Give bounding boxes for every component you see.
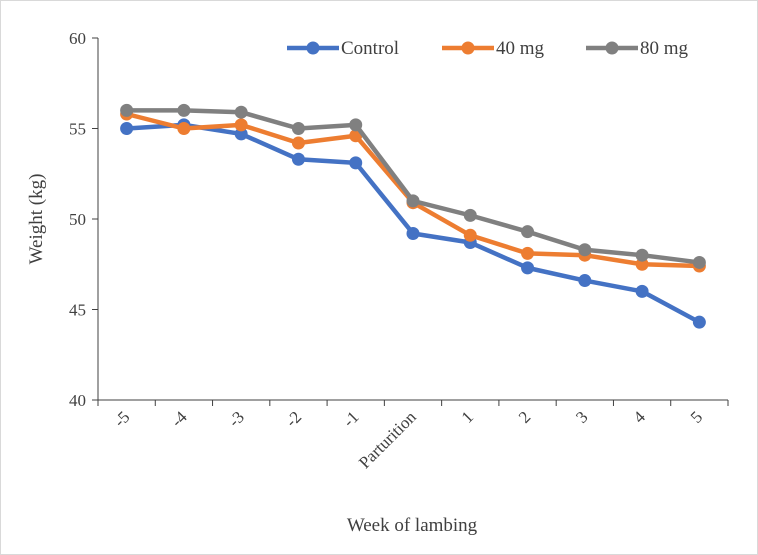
data-point	[521, 225, 535, 239]
data-point	[291, 136, 305, 150]
data-point	[120, 103, 134, 117]
series-80-mg	[120, 103, 706, 269]
data-point	[406, 194, 420, 208]
y-tick-label: 40	[69, 391, 86, 410]
series-layer	[120, 103, 706, 329]
data-point	[234, 118, 248, 132]
data-point	[578, 274, 592, 288]
legend-item: Control	[287, 38, 399, 59]
legend-item: 80 mg	[586, 38, 689, 59]
legend-item: 40 mg	[442, 38, 545, 59]
data-point	[234, 105, 248, 119]
data-point	[635, 284, 649, 298]
y-tick-label: 60	[69, 29, 86, 48]
data-point	[177, 122, 191, 135]
data-point	[406, 226, 420, 240]
data-point	[578, 243, 592, 257]
data-point	[635, 248, 649, 262]
data-point	[463, 228, 477, 242]
legend: Control 40 mg 80 mg	[287, 38, 689, 59]
x-axis-title: Week of lambing	[347, 515, 478, 536]
data-point	[291, 152, 305, 166]
y-tick-label: 55	[69, 120, 86, 139]
y-axis-title: Weight (kg)	[26, 174, 47, 265]
legend-swatch-marker	[605, 41, 619, 55]
legend-label: 40 mg	[496, 38, 545, 59]
data-point	[291, 122, 305, 135]
legend-swatch-marker	[306, 41, 320, 55]
data-point	[120, 122, 134, 135]
data-point	[463, 208, 477, 222]
data-point	[692, 255, 706, 269]
data-point	[635, 257, 649, 271]
legend-swatch-marker	[461, 41, 475, 55]
legend-label: 80 mg	[640, 38, 689, 59]
data-point	[177, 103, 191, 117]
legend-label: Control	[341, 38, 399, 59]
y-tick-label: 45	[69, 301, 86, 320]
data-point	[692, 315, 706, 329]
series-control	[120, 118, 706, 329]
data-point	[234, 127, 248, 141]
data-point	[521, 246, 535, 260]
data-point	[349, 156, 363, 170]
data-point	[521, 261, 535, 275]
y-tick-label: 50	[69, 210, 86, 229]
data-point	[349, 118, 363, 132]
